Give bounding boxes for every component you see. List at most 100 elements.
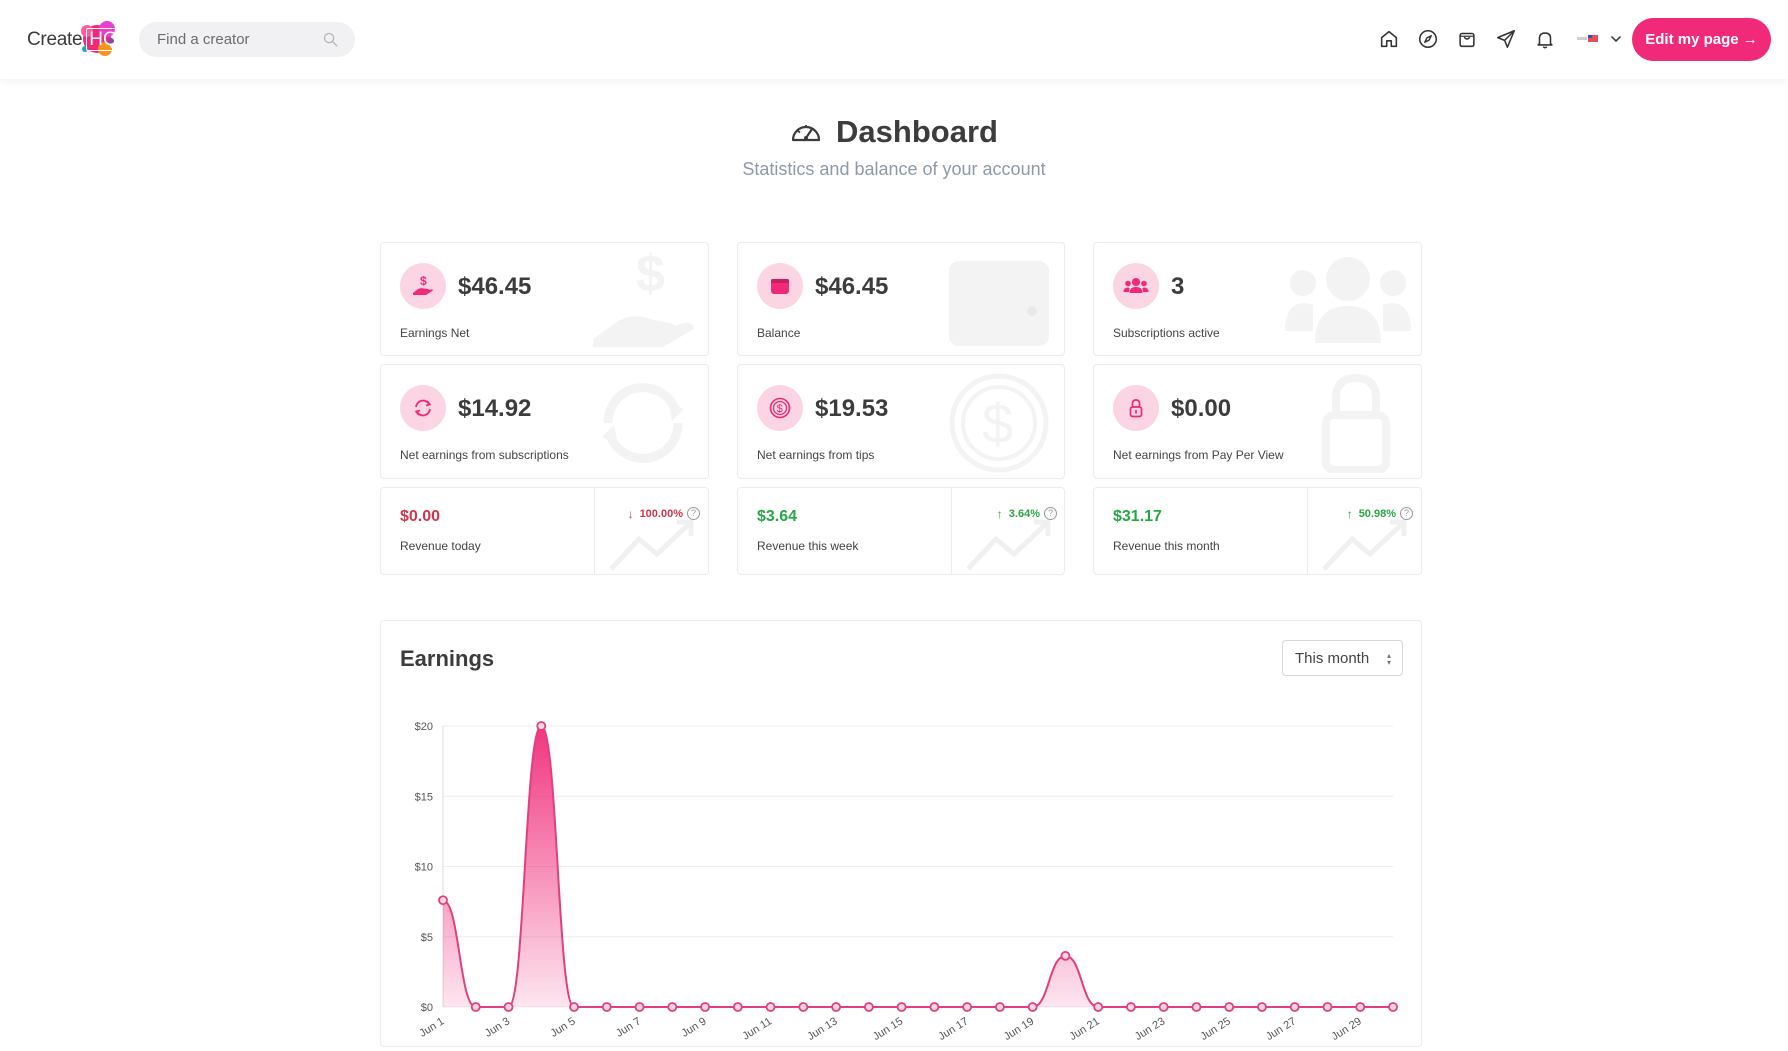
compass-icon[interactable]	[1415, 26, 1441, 52]
data-point[interactable]	[1027, 1002, 1038, 1012]
data-point[interactable]	[798, 1002, 809, 1012]
logo-text: Create	[27, 29, 83, 50]
data-point[interactable]	[1289, 1002, 1300, 1012]
stat-card-earnings-net: $ $ $46.45 Earnings Net	[380, 242, 709, 356]
trend-bg-icon	[609, 519, 694, 571]
nav-icons	[1376, 25, 1623, 53]
data-point[interactable]	[765, 1002, 776, 1012]
x-tick-label: Jun 11	[740, 1015, 774, 1042]
hand-dollar-bg-icon: $	[593, 251, 694, 347]
stat-label: Net earnings from Pay Per View	[1113, 448, 1284, 462]
arrow-up-icon: ↑	[1346, 507, 1353, 521]
stat-card-ppv-earnings: $0.00 Net earnings from Pay Per View	[1093, 364, 1422, 479]
stat-value: $14.92	[458, 395, 532, 422]
help-icon[interactable]: ?	[1044, 507, 1057, 520]
language-flag-icon[interactable]	[1577, 33, 1599, 45]
hand-dollar-icon: $	[400, 263, 446, 309]
page-subtitle: Statistics and balance of your account	[742, 159, 1046, 179]
earnings-line	[442, 724, 1393, 1008]
x-tick-label: Jun 1	[417, 1015, 446, 1039]
revenue-card-week: $3.64 Revenue this week ↑ 3.64% ?	[737, 487, 1065, 575]
data-point[interactable]	[929, 1002, 940, 1012]
earnings-area	[443, 726, 1393, 1007]
stat-value: $0.00	[1171, 395, 1232, 422]
stat-value: $46.45	[815, 273, 889, 300]
shopping-bag-icon[interactable]	[1454, 26, 1480, 52]
data-point[interactable]	[470, 1002, 481, 1012]
data-point[interactable]	[569, 1002, 579, 1012]
data-point[interactable]	[438, 895, 448, 906]
data-point[interactable]	[896, 1002, 907, 1012]
revenue-label: Revenue today	[400, 539, 481, 553]
wallet-icon	[757, 263, 803, 309]
y-tick-label: $20	[415, 721, 433, 733]
data-point[interactable]	[962, 1002, 973, 1012]
logo[interactable]: Create HQ	[27, 18, 124, 62]
y-tick-label: $10	[415, 862, 433, 874]
data-point[interactable]	[1126, 1002, 1136, 1012]
search-input[interactable]	[157, 31, 322, 48]
chevron-down-icon[interactable]	[1609, 32, 1623, 46]
revenue-change-value: 100.00%	[639, 508, 683, 520]
data-point[interactable]	[994, 1002, 1005, 1012]
data-point[interactable]	[863, 1002, 874, 1012]
x-tick-label: Jun 9	[679, 1015, 708, 1039]
data-point[interactable]	[700, 1002, 710, 1012]
help-icon[interactable]: ?	[687, 507, 700, 520]
stat-card-balance: $46.45 Balance	[737, 242, 1065, 356]
revenue-trend-panel: ↑ 3.64% ?	[951, 488, 1064, 574]
page-title: Dashboard	[836, 114, 998, 149]
stat-label: Net earnings from tips	[757, 448, 875, 462]
data-point[interactable]	[831, 1002, 842, 1012]
data-point[interactable]	[667, 1002, 678, 1012]
data-point[interactable]	[1224, 1002, 1235, 1012]
data-point[interactable]	[1060, 950, 1071, 961]
x-tick-label: Jun 3	[483, 1015, 512, 1039]
send-icon[interactable]	[1493, 26, 1519, 52]
stat-label: Subscriptions active	[1113, 326, 1220, 340]
data-point[interactable]	[1388, 1002, 1398, 1012]
stat-label: Balance	[757, 326, 801, 340]
revenue-change: ↑ 3.64%	[997, 507, 1040, 521]
x-tick-label: Jun 15	[871, 1015, 905, 1043]
revenue-change: ↓ 100.00%	[628, 507, 683, 521]
logo-badge: HQ	[81, 21, 124, 56]
period-select[interactable]: This month ▴ ▾	[1282, 640, 1403, 676]
home-icon[interactable]	[1376, 26, 1402, 52]
x-tick-label: Jun 25	[1198, 1015, 1232, 1043]
sync-icon	[400, 385, 446, 431]
search-icon[interactable]	[322, 31, 339, 48]
revenue-value: $0.00	[400, 508, 441, 525]
data-point[interactable]	[1322, 1002, 1333, 1012]
data-point[interactable]	[1158, 1002, 1169, 1012]
stat-label: Net earnings from subscriptions	[400, 448, 569, 462]
data-point[interactable]	[732, 1002, 743, 1012]
coin-icon: $	[757, 385, 803, 431]
revenue-change: ↑ 50.98%	[1347, 507, 1396, 521]
revenue-trend-panel: ↓ 100.00% ?	[594, 488, 708, 574]
svg-text:$: $	[420, 274, 427, 288]
page-header: Dashboard Statistics and balance of your…	[0, 114, 1788, 180]
svg-text:$: $	[982, 392, 1013, 455]
revenue-change-value: 3.64%	[1008, 508, 1040, 520]
data-point[interactable]	[1191, 1002, 1202, 1012]
stat-card-tips-earnings: $ $ $19.53 Net earnings from tips	[737, 364, 1065, 479]
y-tick-label: $0	[421, 1002, 433, 1014]
lock-bg-icon	[1322, 373, 1390, 473]
stat-label: Earnings Net	[400, 326, 470, 340]
search-box[interactable]	[139, 22, 355, 57]
help-icon[interactable]: ?	[1400, 507, 1413, 520]
data-point[interactable]	[536, 721, 547, 731]
data-point[interactable]	[1093, 1002, 1104, 1012]
data-point[interactable]	[503, 1002, 514, 1012]
data-point[interactable]	[601, 1002, 612, 1012]
data-point[interactable]	[1355, 1002, 1366, 1012]
arrow-up-icon: ↑	[996, 507, 1003, 521]
trend-bg-icon	[966, 519, 1051, 571]
bell-icon[interactable]	[1532, 26, 1558, 52]
stat-card-subscriptions: 3 Subscriptions active	[1093, 242, 1422, 356]
edit-my-page-button[interactable]: Edit my page →	[1632, 18, 1771, 61]
speedometer-icon	[791, 125, 821, 142]
data-point[interactable]	[1257, 1002, 1267, 1012]
data-point[interactable]	[634, 1002, 645, 1012]
